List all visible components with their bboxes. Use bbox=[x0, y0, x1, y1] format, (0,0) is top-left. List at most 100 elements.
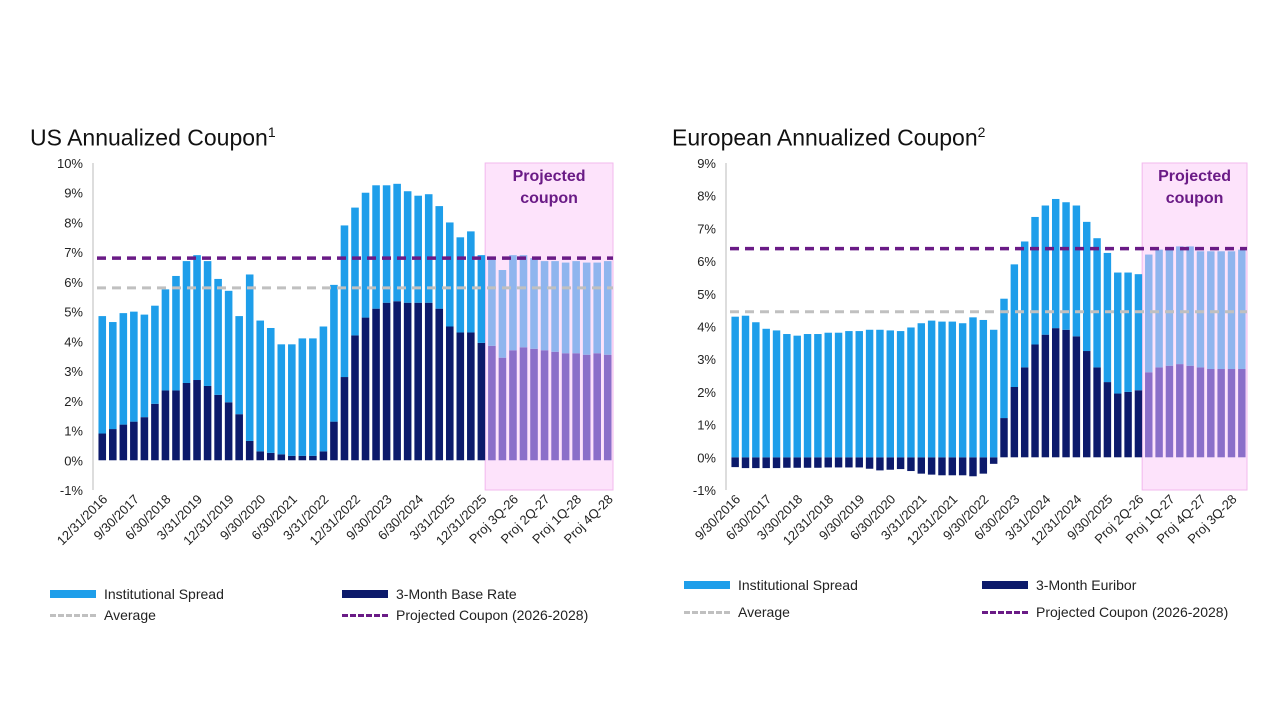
bar-base-rate bbox=[298, 455, 307, 461]
legend-swatch bbox=[684, 581, 730, 589]
y-tick-label: -1% bbox=[60, 483, 84, 498]
bar-institutional-spread bbox=[172, 275, 180, 391]
eu-chart-plot: Projected coupon-1%0%1%2%3%4%5%6%7%8%9%9/… bbox=[692, 156, 1248, 548]
bar-institutional-spread bbox=[266, 327, 275, 453]
legend-swatch bbox=[50, 613, 96, 617]
legend-swatch bbox=[342, 590, 388, 598]
bar-base-rate bbox=[876, 457, 884, 471]
bar-institutional-spread bbox=[351, 207, 359, 336]
bar-base-rate bbox=[572, 353, 580, 461]
bar-institutional-spread bbox=[467, 231, 475, 333]
bar-institutional-spread bbox=[1176, 246, 1184, 365]
bar-base-rate bbox=[435, 308, 444, 461]
bar-base-rate bbox=[330, 421, 338, 461]
projected-coupon-label: Projected coupon bbox=[1158, 168, 1231, 207]
y-tick-label: 6% bbox=[697, 254, 716, 269]
bar-base-rate bbox=[948, 457, 957, 476]
bar-institutional-spread bbox=[1134, 274, 1143, 391]
bar-base-rate bbox=[814, 457, 822, 468]
bar-base-rate bbox=[540, 350, 549, 461]
bar-institutional-spread bbox=[372, 185, 380, 309]
bar-base-rate bbox=[98, 433, 107, 461]
bar-base-rate bbox=[603, 354, 612, 461]
bar-institutional-spread bbox=[98, 316, 107, 434]
bar-institutional-spread bbox=[793, 335, 801, 458]
bar-base-rate bbox=[109, 429, 117, 461]
bar-base-rate bbox=[151, 403, 159, 461]
bar-institutional-spread bbox=[361, 192, 370, 318]
bar-base-rate bbox=[530, 348, 538, 461]
bar-institutional-spread bbox=[561, 262, 570, 354]
y-tick-label: 2% bbox=[697, 385, 716, 400]
bar-institutional-spread bbox=[1031, 216, 1039, 345]
bar-institutional-spread bbox=[182, 261, 191, 383]
bar-base-rate bbox=[582, 354, 591, 461]
bar-institutional-spread bbox=[886, 330, 894, 458]
bar-base-rate bbox=[824, 457, 832, 468]
bar-base-rate bbox=[498, 357, 507, 461]
bar-institutional-spread bbox=[309, 338, 317, 456]
legend-item-base-rate: 3-Month Base Rate bbox=[342, 586, 517, 602]
legend-swatch bbox=[982, 581, 1028, 589]
bar-base-rate bbox=[938, 457, 946, 476]
y-tick-label: 4% bbox=[697, 320, 716, 335]
y-tick-label: 10% bbox=[57, 156, 83, 171]
bar-institutional-spread bbox=[582, 262, 591, 355]
bar-base-rate bbox=[319, 451, 328, 461]
bar-base-rate bbox=[224, 402, 233, 461]
bar-base-rate bbox=[193, 380, 201, 461]
bar-base-rate bbox=[803, 457, 812, 468]
bar-base-rate bbox=[917, 457, 926, 474]
bar-base-rate bbox=[393, 301, 401, 461]
bar-base-rate bbox=[741, 457, 750, 469]
bar-base-rate bbox=[214, 394, 222, 461]
projected-region bbox=[484, 162, 614, 491]
us-chart-plot: Projected coupon -1% 0% 1% 2% 3% 4% 5% 6% 7% 8% 9% 10… bbox=[54, 156, 616, 548]
bar-institutional-spread bbox=[551, 261, 559, 352]
legend-label: Institutional Spread bbox=[738, 577, 858, 593]
legend-label: Institutional Spread bbox=[104, 586, 224, 602]
y-tick-label: 8% bbox=[697, 189, 716, 204]
bar-institutional-spread bbox=[969, 317, 977, 458]
us-annualized-coupon-chart: US Annualized Coupon1 Projected coupon -1%… bbox=[30, 124, 616, 623]
bar-institutional-spread bbox=[393, 183, 401, 302]
bar-base-rate bbox=[593, 353, 601, 461]
y-tick-label: 5% bbox=[64, 305, 83, 320]
y-tick-label: 4% bbox=[64, 334, 83, 349]
bar-institutional-spread bbox=[140, 314, 149, 418]
legend-item-institutional-spread: Institutional Spread bbox=[50, 586, 224, 602]
bar-institutional-spread bbox=[540, 261, 549, 351]
bar-institutional-spread bbox=[288, 344, 296, 456]
bar-institutional-spread bbox=[330, 284, 338, 422]
bar-institutional-spread bbox=[1051, 198, 1060, 329]
bar-institutional-spread bbox=[1103, 252, 1112, 383]
bar-institutional-spread bbox=[256, 320, 265, 452]
bar-base-rate bbox=[1207, 369, 1215, 458]
y-tick-label: 6% bbox=[64, 275, 83, 290]
european-annualized-coupon-chart: European Annualized Coupon2 Projected cou… bbox=[640, 0, 1280, 720]
y-tick-label: 9% bbox=[64, 186, 83, 201]
bar-base-rate bbox=[203, 385, 212, 461]
bar-institutional-spread bbox=[1186, 246, 1194, 366]
bar-base-rate bbox=[235, 414, 243, 461]
legend-swatch bbox=[684, 610, 730, 614]
bar-base-rate bbox=[424, 302, 433, 461]
bar-institutional-spread bbox=[214, 278, 222, 395]
bar-institutional-spread bbox=[161, 289, 170, 391]
us-chart-title: US Annualized Coupon1 bbox=[30, 124, 276, 151]
bar-institutional-spread bbox=[456, 237, 465, 333]
bar-institutional-spread bbox=[519, 255, 528, 348]
bar-institutional-spread bbox=[1072, 205, 1081, 337]
bar-institutional-spread bbox=[1000, 298, 1008, 419]
bar-base-rate bbox=[140, 417, 149, 461]
bar-institutional-spread bbox=[896, 331, 905, 458]
bar-base-rate bbox=[1093, 367, 1101, 458]
bar-institutional-spread bbox=[824, 332, 832, 458]
bar-institutional-spread bbox=[814, 334, 822, 458]
bar-institutional-spread bbox=[907, 327, 915, 458]
bar-institutional-spread bbox=[119, 313, 128, 425]
bar-institutional-spread bbox=[488, 256, 496, 346]
bar-base-rate bbox=[1051, 328, 1060, 458]
bar-institutional-spread bbox=[772, 330, 781, 458]
bar-institutional-spread bbox=[1114, 272, 1122, 394]
